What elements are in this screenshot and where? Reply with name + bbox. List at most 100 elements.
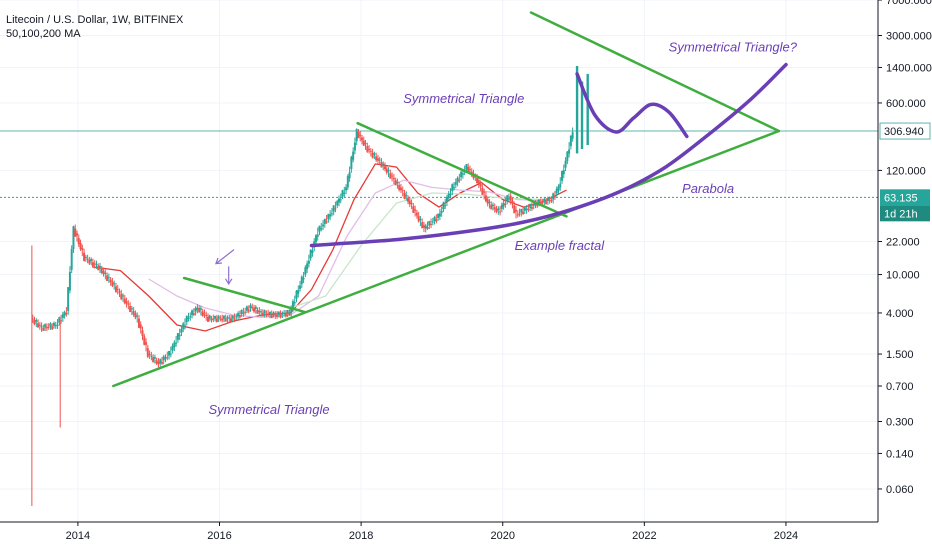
candle-body bbox=[300, 276, 303, 285]
candle-body bbox=[44, 324, 47, 328]
candle-body bbox=[456, 177, 459, 183]
candle-body bbox=[194, 307, 197, 312]
candle-body bbox=[302, 277, 305, 280]
candle-body bbox=[366, 146, 369, 152]
candle-body bbox=[122, 295, 125, 297]
candle-body bbox=[67, 287, 70, 311]
candle-body bbox=[74, 228, 77, 237]
candle-body bbox=[557, 186, 560, 191]
candle-body bbox=[86, 258, 89, 260]
candle-body bbox=[412, 206, 415, 213]
y-tick-label: 22.000 bbox=[886, 237, 920, 249]
candle-body bbox=[352, 151, 355, 160]
y-tick-label: 1400.000 bbox=[886, 62, 932, 74]
candle-body bbox=[362, 140, 365, 146]
candle-body bbox=[263, 310, 266, 314]
candle-body bbox=[387, 170, 390, 172]
candle-body bbox=[113, 283, 116, 285]
x-tick-label: 2024 bbox=[774, 530, 798, 542]
candle-body bbox=[575, 65, 579, 154]
candle-body bbox=[458, 179, 461, 181]
candle-body bbox=[222, 315, 225, 319]
candle-body bbox=[470, 171, 473, 174]
candle-body bbox=[175, 342, 178, 344]
candle-body bbox=[203, 313, 206, 315]
candle-body bbox=[515, 209, 518, 212]
candle-body bbox=[283, 312, 286, 315]
candle-body bbox=[84, 256, 87, 258]
candle-body bbox=[322, 224, 325, 227]
candle-body bbox=[511, 200, 514, 204]
candle-body bbox=[150, 355, 153, 357]
candle-body bbox=[507, 198, 510, 200]
candle-body bbox=[286, 310, 289, 314]
candle-body bbox=[52, 323, 55, 326]
candle-body bbox=[355, 129, 358, 142]
candle-body bbox=[265, 313, 268, 316]
candle-body bbox=[543, 198, 546, 202]
candle-body bbox=[550, 199, 553, 202]
candle-body bbox=[445, 196, 448, 202]
candle-body bbox=[559, 183, 562, 188]
candle-body bbox=[529, 203, 532, 208]
candle-body bbox=[499, 211, 502, 213]
candle-body bbox=[279, 314, 282, 318]
candle-body bbox=[417, 215, 420, 222]
price-level-label: 63.135 bbox=[884, 192, 918, 204]
candle-body bbox=[378, 159, 381, 161]
candle-body bbox=[500, 204, 503, 209]
candle-body bbox=[249, 305, 252, 309]
candle-body bbox=[398, 185, 401, 190]
candle-body bbox=[65, 313, 68, 315]
candle-body bbox=[148, 354, 151, 356]
candle-body bbox=[42, 327, 45, 331]
candle-body bbox=[357, 132, 360, 139]
candle-body bbox=[72, 226, 75, 250]
candle-body bbox=[327, 214, 330, 219]
candle-body bbox=[484, 195, 487, 202]
candle-body bbox=[90, 259, 93, 262]
candle-body bbox=[260, 311, 263, 313]
price-axis bbox=[878, 0, 932, 550]
x-tick-label: 2022 bbox=[632, 530, 656, 542]
candle-body bbox=[330, 213, 333, 215]
candle-body bbox=[267, 313, 270, 315]
candle-body bbox=[571, 132, 574, 139]
candle-body bbox=[244, 311, 247, 313]
drawing-parabola bbox=[309, 62, 788, 248]
candle-body bbox=[430, 223, 433, 225]
candle-body bbox=[318, 225, 321, 232]
candle-body bbox=[461, 173, 464, 175]
price-level-tag bbox=[880, 189, 930, 206]
candle-body bbox=[116, 288, 119, 291]
candle-body bbox=[392, 177, 395, 180]
candle-body bbox=[380, 162, 383, 168]
x-tick-label: 2014 bbox=[66, 530, 90, 542]
candle-body bbox=[314, 235, 317, 243]
candle-body bbox=[49, 323, 52, 327]
candle-body bbox=[99, 266, 102, 268]
candle-body bbox=[199, 308, 202, 310]
candle-body bbox=[438, 213, 441, 217]
candle-body bbox=[93, 263, 96, 265]
price-level-label: 306.940 bbox=[884, 126, 924, 138]
candle-body bbox=[120, 293, 123, 300]
candle-body bbox=[198, 308, 201, 313]
candle-body bbox=[415, 212, 418, 216]
candle-body bbox=[437, 213, 440, 218]
candle-body bbox=[176, 333, 179, 340]
candle-body bbox=[371, 152, 374, 158]
candle-body bbox=[490, 204, 493, 210]
drawing-symmetrical-triangle-2-upper bbox=[356, 121, 568, 218]
candle-body bbox=[270, 314, 273, 319]
candle-body bbox=[235, 316, 238, 318]
candle-body bbox=[391, 175, 394, 177]
candle-body bbox=[426, 226, 429, 229]
candle-body bbox=[325, 221, 328, 223]
candle-body bbox=[561, 171, 564, 181]
candle-body bbox=[168, 350, 171, 356]
candle-body bbox=[586, 73, 589, 146]
candle-body bbox=[107, 277, 110, 279]
candle-body bbox=[527, 208, 530, 211]
